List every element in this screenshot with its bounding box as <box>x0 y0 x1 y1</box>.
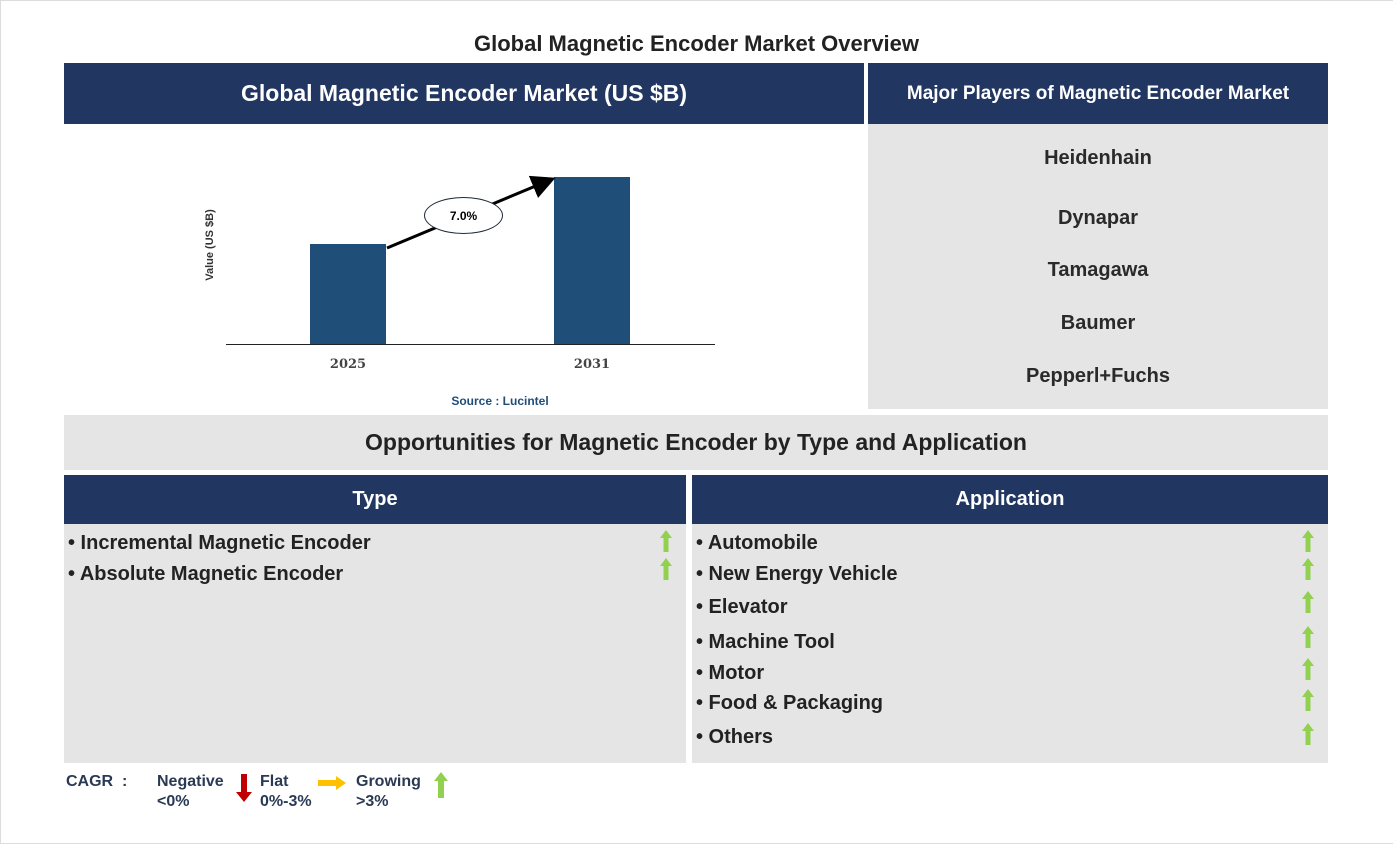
application-item: • Machine Tool <box>696 631 835 653</box>
growing-arrow-icon <box>1302 689 1314 711</box>
application-item: • Others <box>696 726 774 748</box>
application-item: • Elevator <box>696 596 788 618</box>
type-item: • Absolute Magnetic Encoder <box>68 563 344 585</box>
page-title: Global Magnetic Encoder Market Overview <box>473 31 920 56</box>
x-tick-2025: 2025 <box>329 357 367 372</box>
application-item: • Motor <box>696 662 765 684</box>
chart-x-axis <box>226 344 715 345</box>
bar-2031 <box>554 177 630 344</box>
legend-flat: Flat 0%-3% <box>260 772 312 812</box>
type-item: • Incremental Magnetic Encoder <box>68 532 371 554</box>
legend-flat-title: Flat <box>260 773 289 790</box>
growing-arrow-icon <box>1302 723 1314 745</box>
negative-down-arrow-icon <box>236 774 252 802</box>
cagr-annotation: 7.0% <box>424 197 503 234</box>
growing-arrow-icon <box>1302 591 1314 613</box>
growing-arrow-icon <box>1302 626 1314 648</box>
legend-negative-title: Negative <box>157 773 224 790</box>
chart-source: Source : Lucintel <box>451 394 549 408</box>
flat-right-arrow-icon <box>318 776 346 790</box>
growing-arrow-icon <box>660 558 672 580</box>
application-item: • Food & Packaging <box>696 692 884 714</box>
players-list: Heidenhain Dynapar Tamagawa Baumer Peppe… <box>868 124 1328 409</box>
application-item: • New Energy Vehicle <box>696 563 898 585</box>
application-item: • Automobile <box>696 532 818 554</box>
player-item: Pepperl+Fuchs <box>1026 365 1170 387</box>
type-column-header: Type <box>64 475 686 524</box>
legend-negative-range: <0% <box>157 793 190 810</box>
legend-negative: Negative <0% <box>157 772 224 812</box>
legend-growing: Growing >3% <box>356 772 421 812</box>
chart-panel-header: Global Magnetic Encoder Market (US $B) <box>64 63 864 124</box>
application-list: • Automobile • New Energy Vehicle • Elev… <box>692 524 1328 763</box>
growing-arrow-icon <box>1302 558 1314 580</box>
x-tick-2031: 2031 <box>573 357 611 372</box>
market-chart <box>64 124 864 410</box>
legend-cagr-label: CAGR : <box>66 773 128 790</box>
growing-up-arrow-icon <box>434 772 448 798</box>
growing-arrow-icon <box>660 530 672 552</box>
application-column-header: Application <box>692 475 1328 524</box>
legend-flat-range: 0%-3% <box>260 793 312 810</box>
opportunities-title: Opportunities for Magnetic Encoder by Ty… <box>64 415 1328 470</box>
player-item: Dynapar <box>1057 207 1139 229</box>
legend-growing-title: Growing <box>356 773 421 790</box>
bar-2025 <box>310 244 386 344</box>
growing-arrow-icon <box>1302 658 1314 680</box>
chart-y-axis-label: Value (US $B) <box>204 209 216 281</box>
player-item: Baumer <box>1060 312 1136 334</box>
legend-growing-range: >3% <box>356 793 389 810</box>
growing-arrow-icon <box>1302 530 1314 552</box>
players-panel-header: Major Players of Magnetic Encoder Market <box>868 63 1328 124</box>
player-item: Heidenhain <box>1044 147 1152 169</box>
type-list: • Incremental Magnetic Encoder • Absolut… <box>64 524 686 763</box>
player-item: Tamagawa <box>1047 259 1149 281</box>
